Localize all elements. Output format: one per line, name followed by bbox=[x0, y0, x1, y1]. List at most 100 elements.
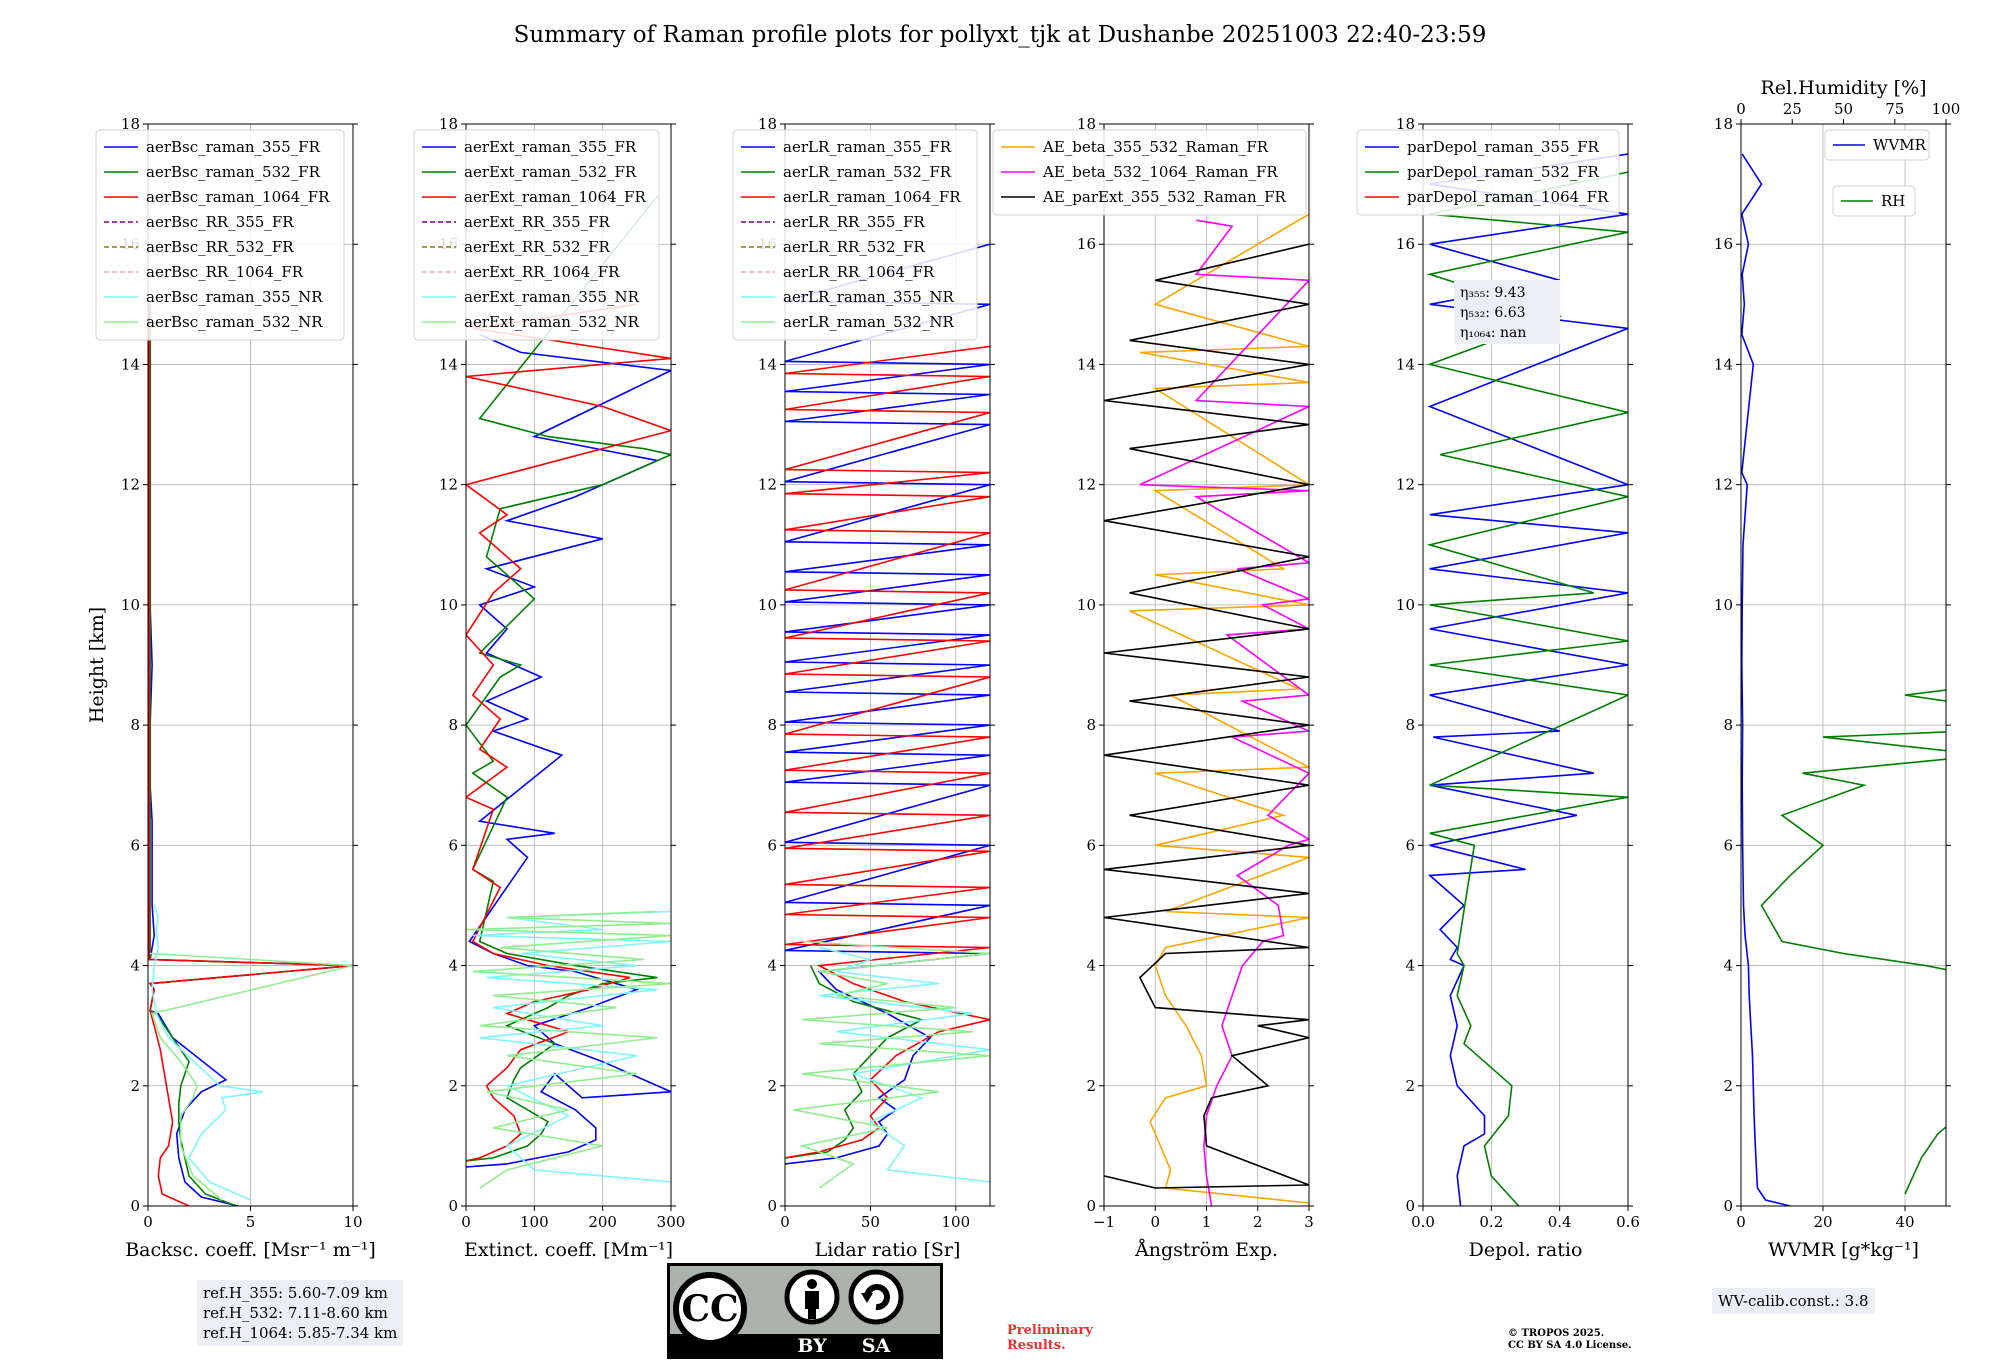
legend: AE_beta_355_532_Raman_FR AE_beta_532_1064… bbox=[992, 129, 1307, 216]
top-tick-label: 75 bbox=[1885, 100, 1904, 118]
panel-bsc: 0246810121416180510Backsc. coeff. [Msr⁻¹… bbox=[95, 115, 376, 1261]
y-tick-label: 0 bbox=[448, 1197, 458, 1215]
y-tick-label: 18 bbox=[1396, 115, 1415, 133]
y-tick-label: 18 bbox=[121, 115, 140, 133]
sa-text: SA bbox=[862, 1335, 891, 1357]
series-group bbox=[466, 195, 671, 1189]
copyright-note: © TROPOS 2025. CC BY SA 4.0 License. bbox=[1508, 1328, 1632, 1352]
preliminary-note: Preliminary Results. bbox=[1007, 1323, 1093, 1353]
x-tick-label: 200 bbox=[588, 1213, 617, 1231]
series-line-parDepol_raman_532_FR bbox=[1426, 171, 1628, 1206]
copyright-line-2: CC BY SA 4.0 License. bbox=[1508, 1340, 1632, 1351]
x-tick-label: 40 bbox=[1895, 1213, 1914, 1231]
series-line-parDepol_raman_355_FR bbox=[1427, 153, 1628, 1206]
y-tick-label: 10 bbox=[1396, 596, 1415, 614]
series-line-aerExt_raman_532_NR bbox=[466, 910, 671, 1189]
y-tick-label: 14 bbox=[1396, 355, 1415, 373]
x-tick-label: 0 bbox=[1736, 1213, 1746, 1231]
series-line-aerExt_raman_355_NR bbox=[472, 910, 671, 1183]
series-line-aerExt_raman_1064_FR bbox=[466, 303, 671, 1162]
legend-label: parDepol_raman_355_FR bbox=[1407, 138, 1600, 156]
preliminary-line-2: Results. bbox=[1007, 1338, 1066, 1353]
y-tick-label: 2 bbox=[448, 1077, 458, 1095]
legend-label: AE_beta_355_532_Raman_FR bbox=[1042, 138, 1269, 156]
series-group bbox=[785, 243, 990, 1189]
legend-label: aerBsc_raman_532_FR bbox=[146, 163, 321, 181]
wv-calib-box: WV-calib.const.: 3.8 bbox=[1712, 1288, 1875, 1314]
series-line-RH bbox=[1760, 689, 1946, 1195]
y-tick-label: 2 bbox=[1086, 1077, 1096, 1095]
top-tick-label: 100 bbox=[1932, 100, 1961, 118]
y-tick-label: 14 bbox=[121, 355, 140, 373]
y-tick-label: 16 bbox=[1396, 235, 1415, 253]
legend-label: RH bbox=[1881, 192, 1905, 210]
wv-calib-text: WV-calib.const.: 3.8 bbox=[1718, 1292, 1869, 1310]
y-tick-label: 6 bbox=[1723, 836, 1733, 854]
legend-box bbox=[413, 129, 660, 341]
legend-box bbox=[1824, 129, 1930, 161]
x-axis-label: Extinct. coeff. [Mm⁻¹] bbox=[464, 1239, 673, 1261]
y-tick-label: 12 bbox=[439, 476, 458, 494]
y-tick-label: 0 bbox=[1723, 1197, 1733, 1215]
series-line-AE_parExt_355_532_Raman_FR bbox=[1104, 243, 1309, 1189]
top-tick-label: 0 bbox=[1736, 100, 1746, 118]
y-tick-label: 2 bbox=[767, 1077, 777, 1095]
legend-label: aerExt_raman_355_FR bbox=[464, 138, 637, 156]
legend-rh: RH bbox=[1832, 185, 1916, 217]
x-axis-label: Ångström Exp. bbox=[1134, 1239, 1278, 1261]
ref-heights-box: ref.H_355: 5.60-7.09 km ref.H_532: 7.11-… bbox=[197, 1280, 404, 1346]
y-tick-label: 2 bbox=[1405, 1077, 1415, 1095]
cc-by-sa-badge: CC BY SA bbox=[667, 1263, 943, 1359]
y-tick-label: 0 bbox=[1405, 1197, 1415, 1215]
annotation-text: η₁₀₆₄: nan bbox=[1460, 325, 1526, 341]
x-tick-label: 0 bbox=[143, 1213, 153, 1231]
depol-annotations: η₃₅₅: 9.43 η₅₃₂: 6.63 η₁₀₆₄: nan bbox=[1454, 280, 1560, 344]
y-tick-label: 14 bbox=[758, 355, 777, 373]
y-axis-label: Height [km] bbox=[86, 607, 108, 723]
by-text: BY bbox=[797, 1335, 827, 1357]
y-tick-label: 4 bbox=[130, 957, 140, 975]
panel-depol: 0 2 4 6 8 10 12 14 16 18 0.0 0.2 0.4 0.6 Depol. ratio p… bbox=[1356, 115, 1640, 1261]
x-tick-label: 0 bbox=[461, 1213, 471, 1231]
y-tick-label: 6 bbox=[767, 836, 777, 854]
y-tick-label: 12 bbox=[758, 476, 777, 494]
legend-label: AE_parExt_355_532_Raman_FR bbox=[1042, 188, 1287, 206]
legend-box bbox=[1356, 129, 1620, 216]
figure-title: Summary of Raman profile plots for polly… bbox=[513, 22, 1487, 48]
y-tick-label: 18 bbox=[1714, 115, 1733, 133]
share-alike-icon bbox=[848, 1269, 904, 1325]
legend-label: aerBsc_raman_1064_FR bbox=[146, 188, 330, 206]
y-tick-label: 16 bbox=[1714, 235, 1733, 253]
y-tick-label: 4 bbox=[448, 957, 458, 975]
y-tick-label: 12 bbox=[1396, 476, 1415, 494]
y-tick-label: 12 bbox=[1077, 476, 1096, 494]
legend-label: aerLR_raman_355_FR bbox=[783, 138, 952, 156]
legend-label: aerExt_RR_355_FR bbox=[464, 213, 611, 231]
x-tick-label: 0.2 bbox=[1479, 1213, 1503, 1231]
series-line-aerLR_raman_355_FR bbox=[785, 243, 990, 1165]
legend-label: aerLR_RR_532_FR bbox=[783, 238, 925, 256]
y-tick-label: 6 bbox=[130, 836, 140, 854]
series-line-aerBsc_raman_532_NR bbox=[150, 952, 353, 1201]
series-line-aerBsc_raman_532_FR bbox=[148, 304, 353, 1206]
top-axis-label: Rel.Humidity [%] bbox=[1760, 77, 1926, 99]
y-tick-label: 0 bbox=[1086, 1197, 1096, 1215]
panel-ext: 0246810121416180100200300Extinct. coeff.… bbox=[413, 115, 686, 1261]
series-line-aerBsc_raman_355_NR bbox=[151, 905, 263, 1201]
x-tick-label: 300 bbox=[657, 1213, 686, 1231]
x-tick-label: 2 bbox=[1253, 1213, 1263, 1231]
series-group bbox=[1741, 153, 1946, 1206]
x-tick-label: 100 bbox=[520, 1213, 549, 1231]
x-tick-label: 1 bbox=[1202, 1213, 1212, 1231]
legend-label: aerBsc_raman_532_NR bbox=[146, 313, 323, 331]
y-tick-label: 4 bbox=[1086, 957, 1096, 975]
series-line-aerExt_raman_532_FR bbox=[466, 195, 671, 1162]
y-tick-label: 4 bbox=[1723, 957, 1733, 975]
copyright-line-1: © TROPOS 2025. bbox=[1508, 1328, 1605, 1339]
top-tick-label: 25 bbox=[1783, 100, 1802, 118]
x-tick-label: 0 bbox=[780, 1213, 790, 1231]
series-group bbox=[148, 304, 353, 1206]
legend-label: aerLR_raman_532_FR bbox=[783, 163, 952, 181]
